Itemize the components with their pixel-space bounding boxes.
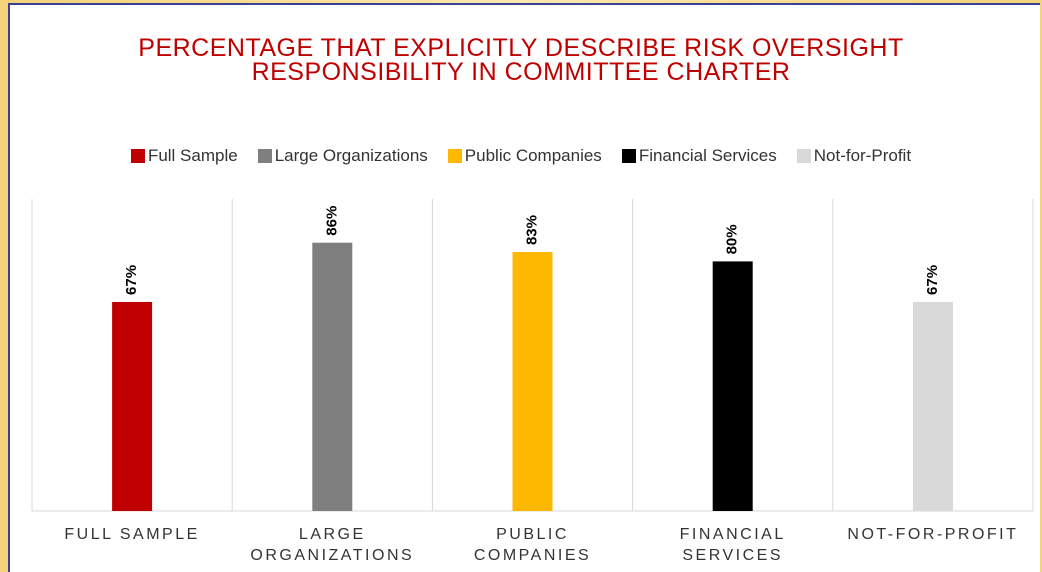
- x-tick-label: FINANCIAL SERVICES: [679, 526, 786, 564]
- x-tick-label: FULL SAMPLE: [64, 526, 200, 543]
- bar: [712, 261, 753, 511]
- value-label: 80%: [724, 224, 741, 254]
- legend-swatch: [447, 149, 462, 163]
- bar: [912, 301, 953, 511]
- bar: [512, 252, 553, 512]
- legend-swatch: [257, 149, 272, 163]
- legend-swatch: [621, 149, 636, 163]
- bar: [112, 301, 153, 511]
- legend-label: Large Organizations: [274, 146, 428, 165]
- x-tick-label: NOT-FOR-PROFIT: [847, 526, 1019, 543]
- value-label: 67%: [924, 265, 941, 295]
- legend-label: Public Companies: [464, 146, 602, 165]
- legend-item: Large Organizations: [257, 146, 428, 166]
- legend-item: Financial Services: [621, 146, 777, 166]
- legend-swatch: [130, 149, 145, 163]
- legend-swatch: [796, 149, 811, 163]
- chart-title: PERCENTAGE THAT EXPLICITLY DESCRIBE RISK…: [138, 34, 904, 86]
- x-tick-label: LARGE ORGANIZATIONS: [250, 526, 415, 564]
- legend-label: Financial Services: [638, 146, 777, 165]
- legend-item: Not-for-Profit: [796, 146, 912, 166]
- legend-item: Full Sample: [130, 146, 238, 166]
- legend-label: Full Sample: [147, 146, 238, 165]
- bar: [312, 242, 353, 511]
- value-label: 67%: [123, 265, 140, 295]
- x-tick-label: PUBLIC COMPANIES: [473, 526, 592, 564]
- legend: Full Sample Large Organizations Public Com…: [0, 146, 1042, 166]
- legend-item: Public Companies: [447, 146, 602, 166]
- value-label: 86%: [323, 206, 340, 236]
- value-label: 83%: [523, 215, 540, 245]
- legend-label: Not-for-Profit: [813, 146, 912, 165]
